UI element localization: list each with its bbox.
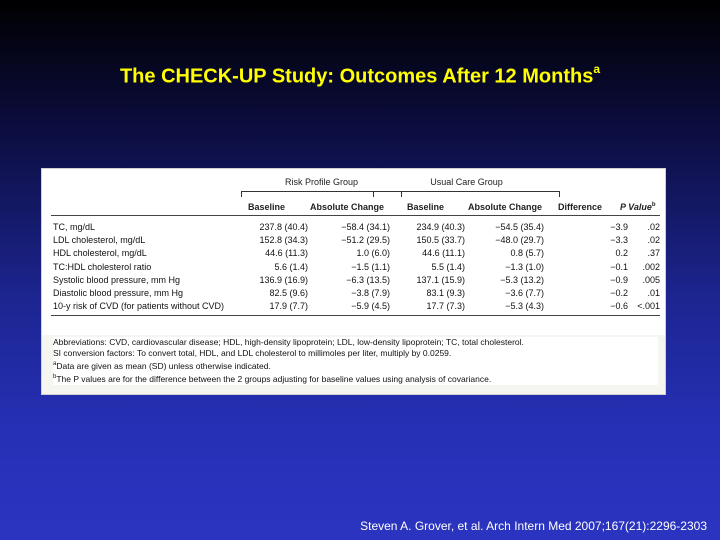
col-header-p-value-label: P Value bbox=[620, 202, 652, 212]
group-rule-usual-care bbox=[373, 191, 560, 197]
col-header-baseline-usual: Baseline bbox=[407, 202, 445, 212]
cell-change-usual: −54.5 (35.4) bbox=[495, 222, 544, 232]
cell-difference: −3.3 bbox=[610, 235, 628, 246]
cell-change-usual: −5.3 (13.2) bbox=[500, 274, 544, 285]
cell-baseline-risk: 136.9 (16.9) bbox=[259, 274, 308, 285]
cell-row-label: HDL cholesterol, mg/dL bbox=[53, 248, 147, 259]
group-rule-risk-profile bbox=[241, 191, 402, 197]
table-row: HDL cholesterol, mg/dL 44.6 (11.3) 1.0 (6.… bbox=[42, 247, 665, 259]
slide-title: The CHECK-UP Study: Outcomes After 12 Mo… bbox=[0, 62, 720, 89]
table-row: 10-y risk of CVD (for patients without C… bbox=[42, 300, 665, 312]
header-rule bbox=[51, 215, 660, 216]
cell-difference: −0.1 bbox=[610, 261, 628, 272]
cell-p-value: .37 bbox=[647, 248, 660, 259]
cell-baseline-usual: 17.7 (7.3) bbox=[426, 301, 465, 312]
table-footnotes: Abbreviations: CVD, cardiovascular disea… bbox=[53, 337, 658, 385]
cell-baseline-risk: 44.6 (11.3) bbox=[265, 248, 308, 259]
table-row: TC:HDL cholesterol ratio 5.6 (1.4) −1.5 (1… bbox=[42, 261, 665, 273]
col-header-p-value: P Valueb bbox=[620, 202, 656, 212]
col-header-change-usual: Absolute Change bbox=[468, 202, 543, 212]
col-header-difference: Difference bbox=[558, 202, 603, 212]
cell-row-label: LDL cholesterol, mg/dL bbox=[53, 235, 146, 246]
group-header-usual-care: Usual Care Group bbox=[430, 177, 503, 187]
cell-difference: −3.9 bbox=[610, 222, 628, 232]
footnote-b-text: The P values are for the difference betw… bbox=[56, 373, 492, 384]
footnote-b-mark: b bbox=[53, 373, 57, 380]
cell-p-value: .01 bbox=[647, 288, 660, 298]
table-row: Systolic blood pressure, mm Hg 136.9 (16.… bbox=[42, 274, 665, 286]
cell-change-risk: −3.8 (7.9) bbox=[351, 288, 390, 298]
cell-baseline-risk: 17.9 (7.7) bbox=[269, 301, 308, 312]
table-figure: Risk Profile Group Usual Care Group Base… bbox=[41, 168, 666, 395]
cell-p-value: .02 bbox=[647, 235, 660, 246]
cell-change-usual: 0.8 (5.7) bbox=[510, 248, 544, 259]
slide-title-footnote-mark: a bbox=[593, 62, 601, 76]
table-row: TC, mg/dL 237.8 (40.4) −58.4 (34.1) 234.9 (… bbox=[42, 221, 665, 233]
col-header-p-value-mark: b bbox=[651, 202, 656, 208]
slide-title-text: The CHECK-UP Study: Outcomes After 12 Mo… bbox=[119, 65, 594, 88]
cell-difference: −0.6 bbox=[610, 301, 628, 312]
cell-row-label: TC, mg/dL bbox=[53, 222, 96, 232]
cell-change-risk: −51.2 (29.5) bbox=[341, 235, 390, 246]
cell-p-value: .002 bbox=[642, 261, 660, 272]
table-row: LDL cholesterol, mg/dL 152.8 (34.3) −51.2 … bbox=[42, 234, 665, 246]
cell-baseline-usual: 5.5 (1.4) bbox=[431, 261, 465, 272]
cell-row-label: TC:HDL cholesterol ratio bbox=[53, 261, 152, 272]
cell-p-value: <.001 bbox=[637, 301, 660, 312]
footnote-a-mark: a bbox=[53, 361, 57, 367]
cell-change-risk: −1.5 (1.1) bbox=[351, 261, 390, 272]
cell-change-risk: −5.9 (4.5) bbox=[351, 301, 390, 312]
cell-baseline-usual: 83.1 (9.3) bbox=[426, 288, 465, 298]
table-bottom-rule bbox=[51, 315, 660, 317]
col-header-baseline-risk: Baseline bbox=[248, 202, 286, 212]
cell-change-risk: −6.3 (13.5) bbox=[346, 274, 390, 285]
cell-baseline-risk: 237.8 (40.4) bbox=[259, 222, 308, 232]
cell-p-value: .02 bbox=[647, 222, 660, 232]
cell-baseline-risk: 5.6 (1.4) bbox=[274, 261, 308, 272]
footnote-si-conversion: SI conversion factors: To convert total,… bbox=[53, 348, 452, 358]
cell-row-label: 10-y risk of CVD (for patients without C… bbox=[53, 301, 225, 312]
footnote-b: bThe P values are for the difference bet… bbox=[53, 372, 658, 385]
cell-row-label: Systolic blood pressure, mm Hg bbox=[53, 274, 181, 285]
cell-baseline-risk: 152.8 (34.3) bbox=[259, 235, 308, 246]
group-header-risk-profile: Risk Profile Group bbox=[284, 177, 359, 187]
cell-baseline-usual: 234.9 (40.3) bbox=[416, 222, 465, 232]
cell-change-risk: 1.0 (6.0) bbox=[356, 248, 390, 259]
cell-change-usual: −1.3 (1.0) bbox=[505, 261, 544, 272]
cell-change-usual: −5.3 (4.3) bbox=[505, 301, 544, 312]
table-row: Diastolic blood pressure, mm Hg 82.5 (9.6… bbox=[42, 287, 665, 299]
cell-baseline-usual: 137.1 (15.9) bbox=[416, 274, 465, 285]
footnote-a-text: Data are given as mean (SD) unless other… bbox=[56, 360, 271, 371]
cell-difference: −0.9 bbox=[610, 274, 628, 285]
footnote-a: aData are given as mean (SD) unless othe… bbox=[53, 359, 658, 372]
cell-change-risk: −58.4 (34.1) bbox=[341, 222, 390, 232]
col-header-change-risk: Absolute Change bbox=[310, 202, 385, 212]
cell-difference: 0.2 bbox=[615, 248, 628, 259]
footnote-abbreviations: Abbreviations: CVD, cardiovascular disea… bbox=[53, 337, 524, 347]
cell-baseline-usual: 150.5 (33.7) bbox=[416, 235, 465, 246]
cell-difference: −0.2 bbox=[610, 288, 628, 298]
outcomes-table: Risk Profile Group Usual Care Group Base… bbox=[42, 169, 665, 335]
cell-baseline-usual: 44.6 (11.1) bbox=[422, 248, 465, 259]
cell-baseline-risk: 82.5 (9.6) bbox=[269, 288, 308, 298]
cell-row-label: Diastolic blood pressure, mm Hg bbox=[53, 288, 184, 298]
citation: Steven A. Grover, et al. Arch Intern Med… bbox=[360, 519, 707, 533]
cell-p-value: .005 bbox=[642, 274, 660, 285]
cell-change-usual: −48.0 (29.7) bbox=[495, 235, 544, 246]
cell-change-usual: −3.6 (7.7) bbox=[505, 288, 544, 298]
